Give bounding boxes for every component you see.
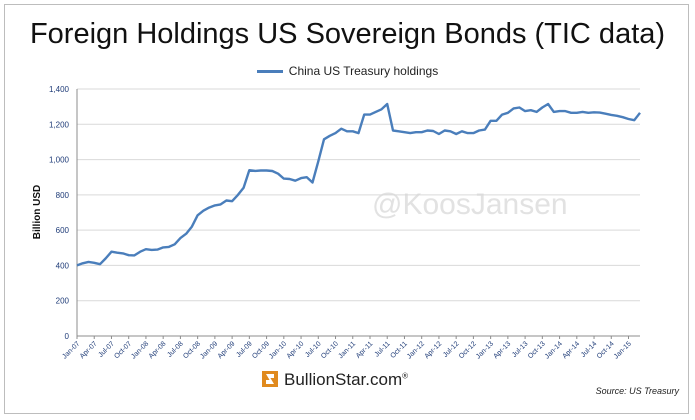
x-tick-label: Apr-08 (148, 340, 168, 360)
y-tick-label: 200 (56, 297, 70, 306)
y-tick-label: 400 (56, 261, 70, 270)
gridlines (77, 88, 640, 302)
x-tick-labels: Jan-07Apr-07Jul-07Oct-07Jan-08Apr-08Jul-… (61, 336, 633, 361)
x-tick-label: Oct-08 (182, 340, 202, 360)
x-tick-label: Jan-13 (475, 340, 495, 360)
y-tick-label: 800 (56, 191, 70, 200)
bullionstar-logo-icon (262, 371, 278, 387)
footer-logo: BullionStar.com® (262, 370, 408, 390)
x-tick-label: Oct-12 (458, 340, 478, 360)
x-tick-label: Apr-14 (561, 340, 581, 360)
chart-frame (4, 4, 689, 414)
x-tick-label: Apr-07 (79, 340, 99, 360)
x-tick-label: Oct-10 (320, 340, 340, 360)
y-tick-label: 1,000 (49, 156, 70, 165)
x-tick-label: Oct-09 (251, 340, 271, 360)
x-tick-label: Jan-15 (613, 340, 633, 360)
y-tick-label: 0 (65, 332, 70, 341)
x-tick-label: Jan-12 (406, 340, 426, 360)
source-note: Source: US Treasury (595, 386, 679, 396)
axes (76, 89, 640, 337)
y-tick-label: 1,200 (49, 120, 70, 129)
legend-label: China US Treasury holdings (288, 64, 439, 78)
legend: China US Treasury holdings (0, 64, 695, 78)
y-axis-label: Billion USD (32, 185, 43, 239)
y-tick-label: 1,400 (49, 85, 70, 94)
x-tick-label: Apr-13 (492, 340, 512, 360)
y-tick-labels: 0 200 400 600 800 1,000 1,200 1,400 (49, 85, 70, 341)
x-tick-label: Jan-11 (337, 340, 357, 360)
x-tick-label: Jan-08 (130, 340, 150, 360)
x-tick-label: Apr-09 (217, 340, 237, 360)
x-tick-label: Apr-11 (355, 340, 375, 360)
watermark: @KoosJansen (372, 188, 568, 221)
footer-logo-text: BullionStar.com (284, 370, 403, 389)
x-tick-label: Oct-07 (113, 340, 133, 360)
x-tick-label: Apr-10 (286, 340, 306, 360)
x-tick-label: Jan-07 (61, 340, 81, 360)
x-tick-label: Oct-13 (527, 340, 547, 360)
registered-mark: ® (402, 371, 409, 381)
x-tick-label: Jan-10 (268, 340, 288, 360)
series-group (76, 102, 641, 267)
x-tick-label: Jan-09 (199, 340, 219, 360)
series-line-china-us-treasury-holdings (76, 102, 641, 267)
x-tick-label: Oct-14 (596, 340, 616, 360)
x-tick-label: Apr-12 (424, 340, 444, 360)
y-tick-label: 600 (56, 226, 70, 235)
chart-title: Foreign Holdings US Sovereign Bonds (TIC… (29, 18, 666, 50)
legend-swatch (256, 70, 283, 74)
x-tick-label: Jan-14 (544, 340, 564, 360)
